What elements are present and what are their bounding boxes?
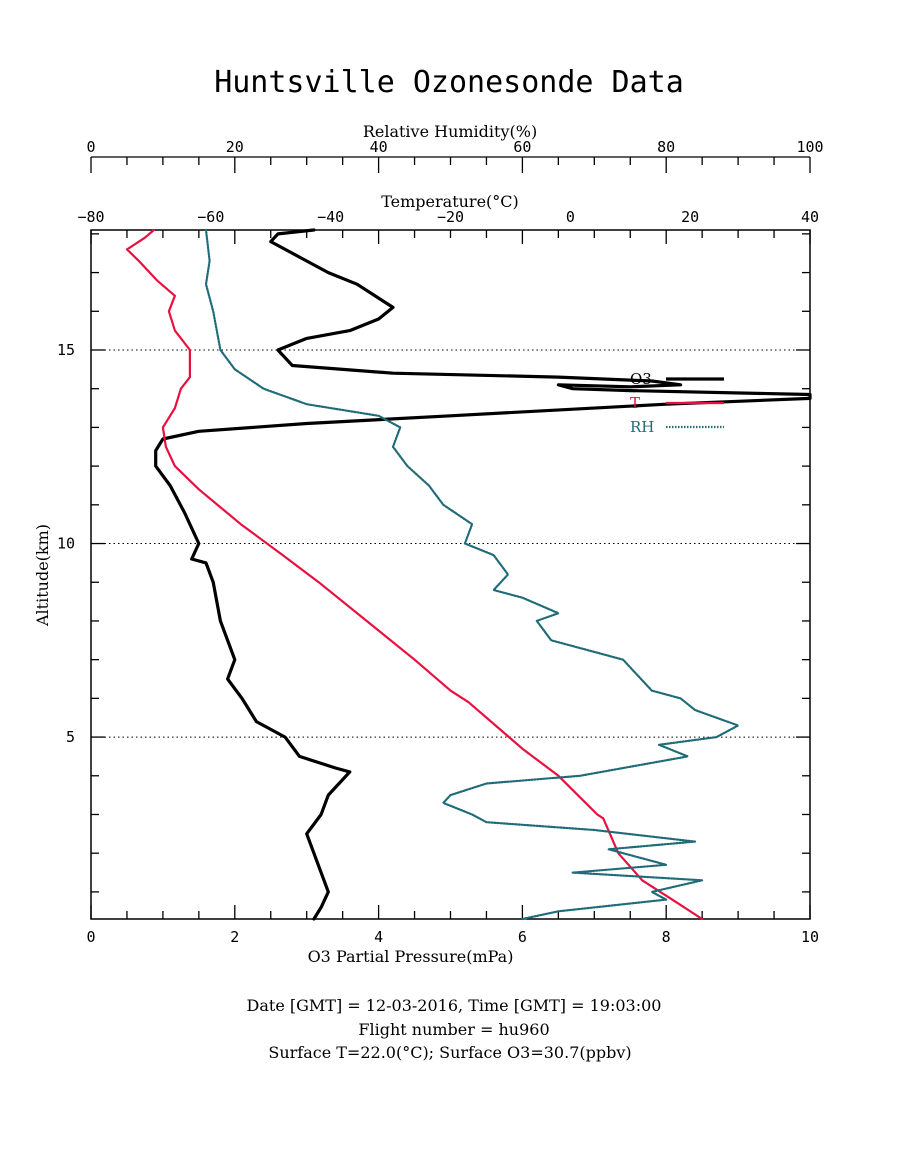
- x-bottom-tick-label: 2: [230, 928, 239, 946]
- temperature-tick-label: −40: [317, 208, 344, 226]
- series-t-line: [125, 228, 704, 921]
- plot-frame: [90, 229, 811, 920]
- axes: 0 2 4 6 8 10 O3 Partial Pressure(mPa) −80 −60 −40…: [33, 122, 824, 966]
- y-tick-label: 10: [57, 535, 75, 553]
- x-bottom-tick-label: 4: [374, 928, 383, 946]
- legend-label-t: T: [630, 394, 640, 412]
- gridlines: [91, 349, 810, 738]
- humidity-tick-label: 80: [657, 138, 675, 156]
- temperature-tick-label: 40: [801, 208, 819, 226]
- humidity-tick-label: 60: [513, 138, 531, 156]
- humidity-tick-label: 40: [370, 138, 388, 156]
- temperature-tick-label: −20: [437, 208, 464, 226]
- temperature-tick-label: −60: [197, 208, 224, 226]
- legend-label-rh: RH: [630, 418, 654, 436]
- temperature-tick-label: 20: [681, 208, 699, 226]
- footer-surface: Surface T=22.0(°C); Surface O3=30.7(ppbv…: [268, 1043, 631, 1062]
- footer-flight: Flight number = hu960: [358, 1020, 549, 1039]
- chart-title: Huntsville Ozonesonde Data: [214, 65, 684, 100]
- x-bottom-tick-label: 0: [86, 928, 95, 946]
- x-bottom-axis-label: O3 Partial Pressure(mPa): [308, 947, 514, 966]
- temperature-tick-label: −80: [77, 208, 104, 226]
- series-rh-line: [204, 228, 740, 921]
- temperature-tick-label: 0: [566, 208, 575, 226]
- x-bottom-tick-label: 6: [518, 928, 527, 946]
- humidity-tick-label: 0: [86, 138, 95, 156]
- footer-date: Date [GMT] = 12-03-2016, Time [GMT] = 19…: [247, 996, 662, 1015]
- x-bottom-tick-label: 10: [801, 928, 819, 946]
- x-bottom-tick-label: 8: [662, 928, 671, 946]
- legend: O3 T RH: [630, 370, 724, 436]
- y-tick-label: 15: [57, 341, 75, 359]
- y-axis-label: Altitude(km): [33, 524, 52, 627]
- temperature-axis-label: Temperature(°C): [381, 192, 519, 211]
- legend-label-o3: O3: [630, 370, 652, 388]
- y-tick-label: 5: [66, 728, 75, 746]
- humidity-axis-label: Relative Humidity(%): [363, 122, 537, 141]
- humidity-tick-label: 20: [226, 138, 244, 156]
- humidity-tick-label: 100: [796, 138, 823, 156]
- series-o3-line: [154, 228, 812, 921]
- series-layer: [125, 228, 812, 921]
